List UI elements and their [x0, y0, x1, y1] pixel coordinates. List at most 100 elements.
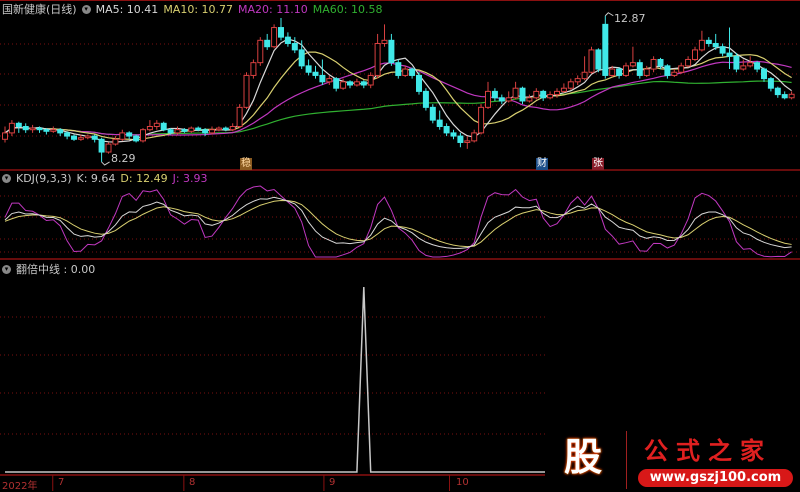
- stock-title[interactable]: 国新健康(日线): [2, 3, 77, 16]
- ma10-value: MA10: 10.77: [163, 2, 234, 16]
- axis-label-sep: 9: [329, 477, 336, 488]
- kdj-k-line: [4, 196, 792, 249]
- kdj-d-line: [4, 199, 792, 248]
- candle-body: [664, 65, 671, 76]
- candle-body: [567, 81, 574, 89]
- candle-body: [257, 39, 264, 64]
- marker-zhang[interactable]: 张: [592, 158, 604, 170]
- candle-body: [395, 62, 402, 76]
- candle-body: [747, 62, 754, 67]
- candle-body: [133, 135, 140, 142]
- candle-body: [174, 129, 181, 134]
- candle-body: [471, 132, 478, 142]
- candle-body: [581, 71, 588, 80]
- candle-body: [250, 62, 257, 76]
- candle-body: [319, 74, 326, 83]
- kdj-title[interactable]: KDJ(9,3,3): [16, 172, 72, 185]
- high-price-label: 12.87: [614, 12, 646, 25]
- candle-body: [774, 87, 781, 96]
- candle-body: [429, 106, 436, 121]
- candle-body: [388, 39, 395, 64]
- candle-body: [167, 129, 174, 134]
- logo-url[interactable]: www.gszj100.com: [638, 469, 793, 487]
- signal-line: [5, 286, 545, 473]
- candle-body: [264, 39, 271, 48]
- candle-body: [22, 126, 29, 131]
- candle-body: [560, 87, 567, 92]
- kdj-j-line: [4, 185, 792, 258]
- candle-body: [140, 129, 146, 142]
- candle-body: [450, 132, 457, 137]
- candle-body: [222, 127, 229, 131]
- candle-body: [698, 39, 705, 51]
- chevron-down-icon[interactable]: ▾: [81, 4, 91, 14]
- candle-body: [705, 39, 712, 45]
- candle-body: [160, 122, 167, 131]
- candle-body: [781, 94, 788, 99]
- candle-body: [64, 132, 71, 137]
- candle-body: [271, 27, 278, 48]
- candle-body: [416, 74, 422, 92]
- candle-body: [202, 129, 209, 134]
- candle-body: [629, 62, 636, 67]
- candle-body: [8, 122, 15, 134]
- signal-title[interactable]: 翻倍中线 : 0.00: [16, 263, 96, 276]
- candle-body: [243, 74, 250, 108]
- candle-body: [547, 94, 554, 99]
- low-marker-icon: [101, 161, 110, 166]
- candle-body: [353, 81, 360, 86]
- candle-body: [740, 65, 747, 70]
- ma60-value: MA60: 10.58: [312, 2, 383, 16]
- candle-body: [498, 97, 505, 102]
- candle-body: [788, 93, 795, 99]
- candle-body: [588, 49, 595, 73]
- ma60-line: [4, 80, 792, 136]
- candle-body: [195, 127, 202, 131]
- marker-wen[interactable]: 稳: [240, 158, 252, 170]
- candle-body: [98, 138, 105, 153]
- candle-body: [754, 62, 761, 70]
- ma20-value: MA20: 11.10: [238, 2, 308, 16]
- d-value: D: 12.49: [120, 172, 168, 185]
- candle-body: [188, 127, 195, 132]
- ma5-line: [4, 38, 792, 143]
- candle-body: [153, 122, 160, 128]
- candle-body: [347, 81, 353, 86]
- axis-label-jul: 7: [58, 477, 65, 488]
- candle-body: [112, 138, 119, 145]
- candle-body: [595, 49, 602, 70]
- candle-body: [409, 68, 416, 76]
- candle-body: [526, 97, 533, 102]
- candle-body: [657, 58, 664, 67]
- signal-header: ▾ 翻倍中线 : 0.00: [2, 261, 95, 277]
- candle-body: [57, 129, 64, 134]
- watermark-logo: 股 公式之家 www.gszj100.com: [548, 425, 800, 491]
- candle-body: [298, 49, 305, 67]
- candle-body: [71, 135, 77, 140]
- high-marker-icon: [604, 12, 614, 17]
- candle-body: [77, 137, 84, 140]
- candle-body: [36, 127, 43, 131]
- candle-body: [650, 58, 657, 70]
- candle-body: [671, 71, 678, 76]
- candle-body: [360, 81, 367, 86]
- ma5-value: MA5: 10.41: [95, 2, 159, 16]
- axis-label-aug: 8: [189, 477, 196, 488]
- candle-body: [333, 78, 340, 89]
- candle-body: [767, 78, 774, 89]
- candle-body: [533, 90, 540, 99]
- axis-label-year: 2022年: [2, 481, 38, 492]
- chevron-down-icon[interactable]: ▾: [2, 264, 11, 274]
- candle-body: [464, 140, 471, 143]
- candle-body: [374, 43, 381, 76]
- chevron-down-icon[interactable]: ▾: [2, 174, 11, 183]
- candle-body: [91, 135, 98, 140]
- candle-body: [685, 58, 692, 67]
- marker-cai[interactable]: 财: [536, 158, 548, 170]
- candle-body: [381, 39, 388, 45]
- candle-body: [712, 43, 719, 48]
- candle-body: [761, 68, 767, 80]
- candle-body: [422, 90, 429, 108]
- j-value: J: 3.93: [172, 172, 208, 185]
- candle-body: [312, 71, 319, 76]
